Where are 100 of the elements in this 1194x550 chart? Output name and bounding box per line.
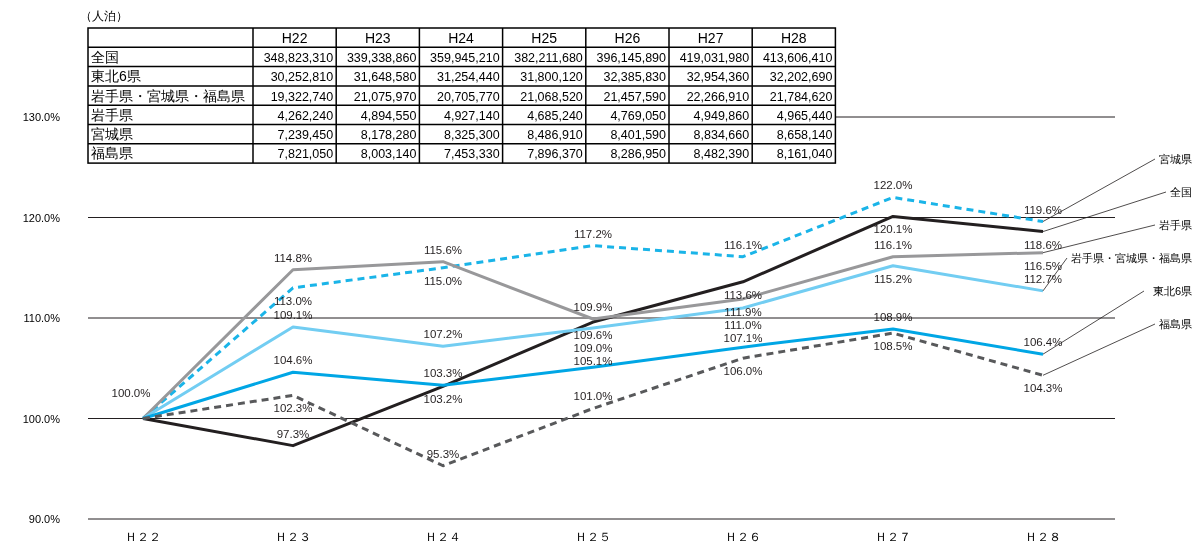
data-label: 115.6% [423,243,463,256]
category-label: 福島県 [91,145,133,162]
text: 岩手県・宮城県・福島県 [1071,252,1192,264]
category-label: 東北6県 [91,68,141,85]
category-label: H26 [614,29,641,46]
text: （人泊） [80,9,128,23]
category-label: 全国 [91,48,119,65]
data-label: 109.1% [273,309,313,322]
text: 32,385,830 [603,70,666,85]
data-label: 108.5% [873,340,913,353]
category-label: 宮城県 [91,126,133,143]
text: 8,658,140 [776,128,833,143]
data-label: 116.1% [723,238,763,251]
y-tick-label: 130.0% [22,111,61,123]
text: 7,821,050 [277,147,334,162]
data-label: 111.9% [724,305,762,318]
text: 4,769,050 [610,108,666,123]
text: 8,486,910 [527,128,583,143]
text: 8,834,660 [693,128,750,143]
category-label: 岩手県・宮城県・福島県 [91,87,245,104]
text: 8,286,950 [610,147,666,162]
data-label: 97.3% [276,427,310,440]
data-label: 109.9% [573,301,613,314]
text: 4,949,860 [693,108,750,123]
data-label: 95.3% [426,447,460,460]
data-label: 103.2% [423,393,463,406]
data-label: 117.2% [573,227,613,240]
text: 7,453,330 [443,147,500,162]
text: 339,338,860 [346,50,417,65]
text: 4,965,440 [776,108,833,123]
category-label: H25 [531,29,558,46]
x-tick-label: Ｈ２５ [575,530,611,544]
y-tick-label: 120.0% [22,211,61,224]
text: 福島県 [1159,318,1192,330]
text: 396,145,890 [596,50,666,65]
x-tick-label: Ｈ２６ [725,530,761,544]
y-tick-label: 100.0% [22,412,61,425]
text: 22,266,910 [686,89,750,104]
category-label: 岩手県 [91,106,133,123]
text: 8,161,040 [776,147,833,162]
text: 7,239,450 [277,128,334,143]
data-label: 114.8% [273,251,313,264]
data-label: 108.9% [873,311,913,324]
x-tick-label: Ｈ２７ [875,530,911,544]
text: 4,894,550 [360,108,417,123]
text: 全国 [1170,186,1192,198]
data-label: 107.2% [423,328,463,341]
text: 19,322,740 [270,89,334,104]
text: 8,178,280 [360,128,417,143]
text: 413,606,410 [762,50,833,65]
text: 21,075,970 [353,89,417,104]
data-label: 109.6% [573,329,613,342]
text: 359,945,210 [430,50,500,65]
text: 32,954,360 [686,70,750,85]
text: 348,823,310 [263,50,334,65]
text: 8,401,590 [610,128,666,143]
data-label: 122.0% [873,179,913,192]
y-tick-label: 90.0% [28,513,61,525]
data-label: 102.3% [273,402,313,415]
text: 4,927,140 [443,108,500,123]
data-label: 115.2% [873,272,913,285]
y-tick-label: 110.0% [23,312,61,324]
text: 21,784,620 [769,89,833,104]
text: 4,685,240 [527,108,583,123]
data-label: 113.0% [273,294,313,307]
text: 8,482,390 [693,147,750,162]
category-label: H22 [281,29,308,46]
text: 21,457,590 [603,89,666,104]
x-tick-label: Ｈ２４ [425,530,461,544]
text: 東北6県 [1152,285,1192,297]
data-label: 112.7% [1023,272,1063,285]
text: 4,262,240 [277,108,334,123]
category-label: H24 [448,29,475,46]
category-label: H28 [780,29,807,46]
x-tick-label: Ｈ２２ [125,530,161,544]
text: 382,211,680 [514,50,583,65]
data-label: 104.6% [273,354,313,367]
data-label: 100.0% [111,386,151,399]
data-label: 105.1% [573,355,613,368]
data-label: 106.0% [723,365,763,378]
x-tick-label: Ｈ２３ [275,530,311,544]
text: 8,325,300 [443,128,500,143]
text: 419,031,980 [679,50,750,65]
text: 宮城県 [1159,153,1192,165]
data-label: 120.1% [873,223,913,236]
data-label: 104.3% [1023,382,1063,395]
text: 31,800,120 [520,70,583,85]
data-label: 109.0% [573,342,613,355]
text: 31,254,440 [437,70,500,85]
text: 31,648,580 [353,70,417,85]
x-tick-label: Ｈ２８ [1025,530,1061,544]
data-label: 119.6% [1023,203,1063,216]
data-label: 101.0% [573,390,613,403]
data-label: 118.6% [1023,238,1063,251]
text: 7,896,370 [527,147,583,162]
text: 岩手県 [1159,219,1192,231]
text: 20,705,770 [437,89,500,104]
text: 30,252,810 [270,70,334,85]
text: 21,068,520 [520,89,583,104]
data-label: 107.1% [723,331,763,344]
